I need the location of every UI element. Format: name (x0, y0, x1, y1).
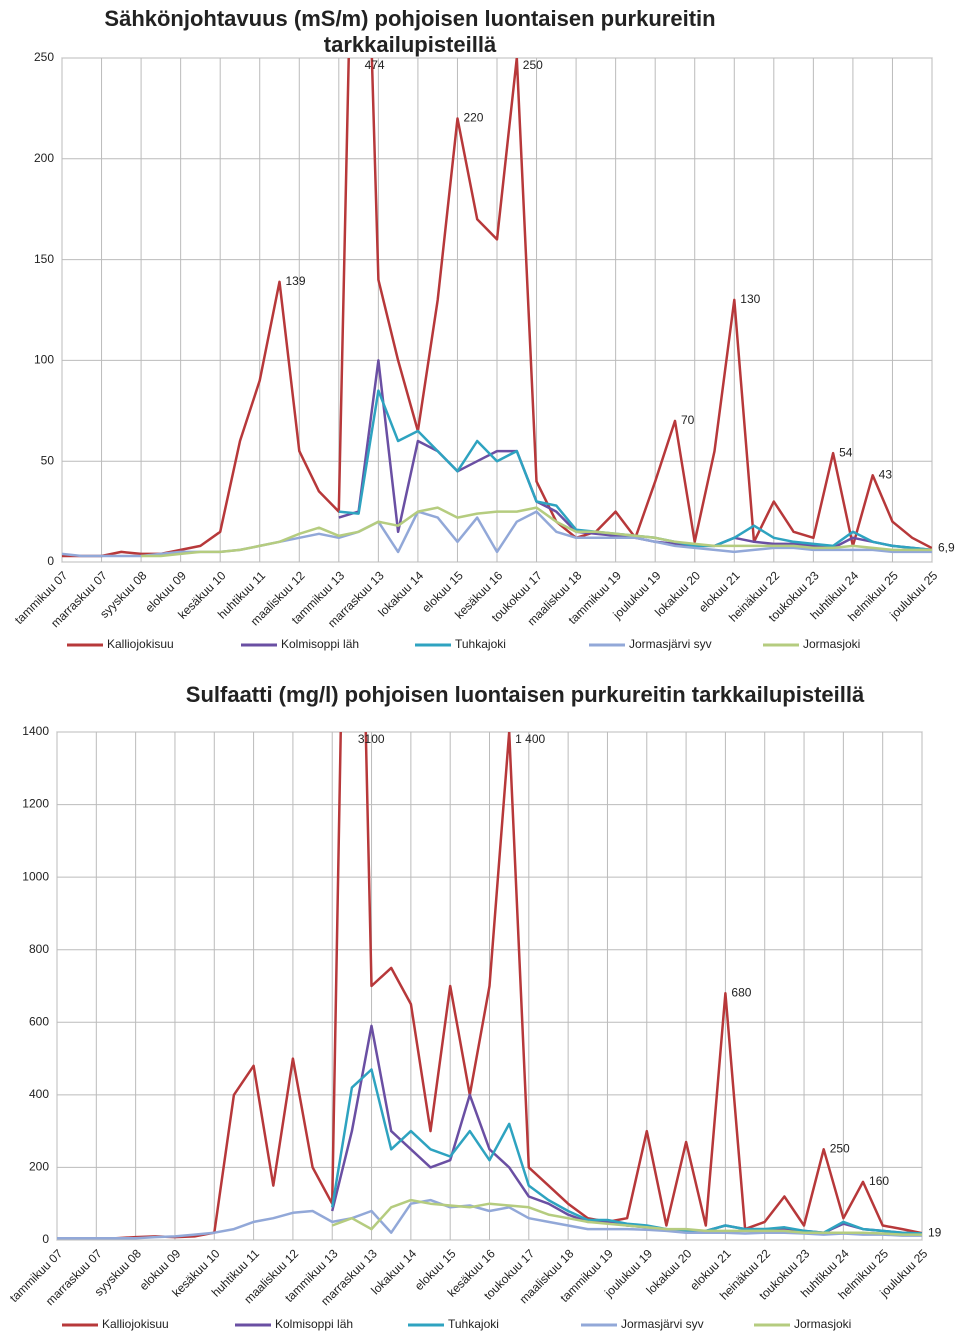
y-tick-label: 200 (29, 1160, 49, 1174)
y-tick-label: 600 (29, 1014, 49, 1028)
y-tick-label: 1400 (22, 724, 49, 738)
y-tick-label: 200 (34, 151, 54, 165)
value-label: 139 (286, 274, 306, 288)
series-line (57, 1198, 922, 1240)
legend-label: Jormasjärvi syv (621, 1317, 704, 1331)
legend-label: Kalliojokisuu (107, 637, 174, 651)
chart-title: Sähkönjohtavuus (mS/m) pohjoisen luontai… (104, 6, 716, 57)
legend-label: Kalliojokisuu (102, 1317, 169, 1331)
value-label: 250 (523, 58, 543, 72)
series-line (141, 506, 932, 558)
y-tick-label: 1200 (22, 797, 49, 811)
y-tick-label: 800 (29, 942, 49, 956)
legend-label: Kolmisoppi läh (275, 1317, 353, 1331)
y-tick-label: 1000 (22, 869, 49, 883)
series-line (331, 1198, 922, 1236)
series-line (62, 58, 932, 558)
y-tick-label: 100 (34, 353, 54, 367)
value-label: 70 (681, 413, 695, 427)
value-label: 680 (731, 985, 751, 999)
value-label: 160 (869, 1174, 889, 1188)
legend-label: Jormasjoki (803, 637, 860, 651)
legend-label: Tuhkajoki (455, 637, 506, 651)
y-tick-label: 0 (42, 1232, 49, 1246)
value-label: 250 (830, 1141, 850, 1155)
y-tick-label: 400 (29, 1087, 49, 1101)
legend-label: Tuhkajoki (448, 1317, 499, 1331)
value-label: 54 (839, 445, 853, 459)
chart-title: Sulfaatti (mg/l) pohjoisen luontaisen pu… (185, 682, 865, 707)
legend-label: Jormasjoki (794, 1317, 851, 1331)
value-label: 1 400 (515, 732, 545, 746)
value-label: 220 (463, 111, 483, 125)
legend-label: Kolmisoppi läh (281, 637, 359, 651)
value-label: 19 (928, 1225, 942, 1239)
y-tick-label: 250 (34, 50, 54, 64)
y-tick-label: 0 (47, 554, 54, 568)
value-label: 474 (365, 58, 385, 72)
plot-lines (57, 732, 922, 1240)
value-label: 3100 (358, 732, 385, 746)
plot-lines (62, 58, 932, 558)
value-label: 130 (740, 292, 760, 306)
y-tick-label: 150 (34, 252, 54, 266)
legend-label: Jormasjärvi syv (629, 637, 712, 651)
value-label: 6,9 (938, 540, 955, 554)
value-label: 43 (879, 467, 893, 481)
y-tick-label: 50 (41, 453, 55, 467)
